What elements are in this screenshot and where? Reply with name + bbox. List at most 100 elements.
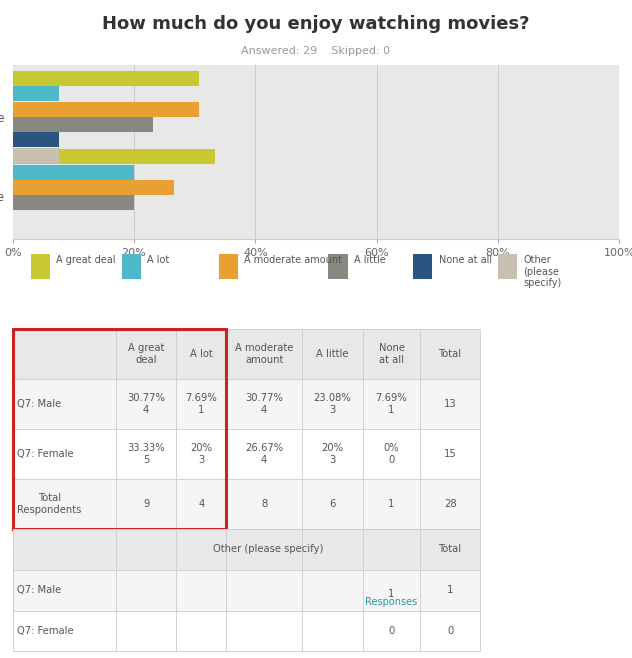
Bar [116, 529, 420, 570]
Bar [363, 329, 420, 379]
Bar [328, 254, 348, 280]
Bar [116, 429, 176, 479]
Text: Q7: Female: Q7: Female [18, 626, 74, 636]
Bar [13, 71, 199, 86]
Bar [13, 132, 59, 147]
Bar [13, 149, 215, 164]
Text: Other
(please
specify): Other (please specify) [523, 255, 562, 288]
Text: A great
deal: A great deal [128, 343, 164, 365]
Bar [226, 479, 302, 529]
Text: 4: 4 [198, 499, 205, 509]
Bar [13, 148, 59, 163]
Text: A moderate amount: A moderate amount [245, 255, 343, 265]
Text: 7.69%
1: 7.69% 1 [185, 393, 217, 415]
Text: 20%
3: 20% 3 [322, 443, 343, 465]
Bar [420, 611, 480, 651]
Text: 1: 1 [388, 590, 395, 599]
Text: 28: 28 [444, 499, 456, 509]
Text: 33.33%
5: 33.33% 5 [127, 443, 165, 465]
Text: 1: 1 [388, 499, 395, 509]
Bar [13, 164, 134, 180]
Bar [302, 329, 363, 379]
Text: 26.67%
4: 26.67% 4 [245, 443, 283, 465]
Text: None
at all: None at all [379, 343, 404, 365]
Bar [116, 611, 176, 651]
Bar [363, 379, 420, 429]
Bar [116, 570, 176, 611]
Bar [226, 329, 302, 379]
Text: 6: 6 [329, 499, 336, 509]
Bar [176, 570, 226, 611]
Text: 1: 1 [447, 585, 453, 595]
Bar [176, 379, 226, 429]
Text: 30.77%
4: 30.77% 4 [245, 393, 283, 415]
Text: Total: Total [439, 349, 461, 359]
Bar [498, 254, 518, 280]
Bar [420, 329, 480, 379]
Bar [122, 254, 142, 280]
Bar [226, 379, 302, 429]
Bar [116, 479, 176, 529]
Text: 15: 15 [444, 449, 456, 459]
Bar [420, 570, 480, 611]
Text: 9: 9 [143, 499, 149, 509]
Bar [420, 529, 480, 570]
Bar [13, 379, 116, 429]
Text: Answered: 29    Skipped: 0: Answered: 29 Skipped: 0 [241, 46, 391, 56]
Bar [226, 429, 302, 479]
Text: A moderate
amount: A moderate amount [235, 343, 293, 365]
Bar [176, 429, 226, 479]
Bar [363, 570, 420, 611]
Text: Total
Respondents: Total Respondents [18, 493, 82, 515]
Bar [13, 86, 59, 101]
Bar [31, 254, 51, 280]
Text: 7.69%
1: 7.69% 1 [375, 393, 408, 415]
Bar [116, 329, 176, 379]
Bar [13, 570, 116, 611]
Text: Q7: Female: Q7: Female [18, 449, 74, 459]
Bar [13, 329, 116, 379]
Text: 0: 0 [389, 626, 394, 636]
Bar [413, 254, 432, 280]
Text: 0%
0: 0% 0 [384, 443, 399, 465]
Text: Total: Total [439, 544, 461, 554]
Text: Q7: Male: Q7: Male [18, 399, 62, 409]
Bar [176, 479, 226, 529]
Bar [13, 195, 134, 211]
Text: A little: A little [316, 349, 349, 359]
Bar [226, 570, 302, 611]
Bar [363, 611, 420, 651]
Text: A little: A little [354, 255, 386, 265]
Text: 30.77%
4: 30.77% 4 [127, 393, 165, 415]
Text: Other (please specify): Other (please specify) [213, 544, 323, 554]
Bar [420, 379, 480, 429]
Bar [13, 529, 116, 570]
Bar [420, 479, 480, 529]
Text: 0: 0 [447, 626, 453, 636]
Text: Responses: Responses [365, 597, 418, 607]
Text: Q7: Male: Q7: Male [18, 585, 62, 595]
Text: 20%
3: 20% 3 [190, 443, 212, 465]
Bar [176, 329, 226, 379]
Bar [176, 611, 226, 651]
Text: A great deal: A great deal [56, 255, 116, 265]
Bar [116, 379, 176, 429]
Bar [302, 429, 363, 479]
Bar [13, 479, 116, 529]
Text: A lot: A lot [147, 255, 169, 265]
Text: A lot: A lot [190, 349, 213, 359]
Bar [302, 570, 363, 611]
Bar [13, 102, 199, 116]
Bar [302, 611, 363, 651]
Text: 13: 13 [444, 399, 456, 409]
Text: None at all: None at all [439, 255, 492, 265]
Bar [13, 429, 116, 479]
Bar [13, 180, 174, 195]
Text: 23.08%
3: 23.08% 3 [313, 393, 351, 415]
Bar [302, 379, 363, 429]
Bar [226, 611, 302, 651]
Bar [302, 479, 363, 529]
Bar [363, 429, 420, 479]
Bar [13, 117, 153, 132]
Bar [13, 611, 116, 651]
